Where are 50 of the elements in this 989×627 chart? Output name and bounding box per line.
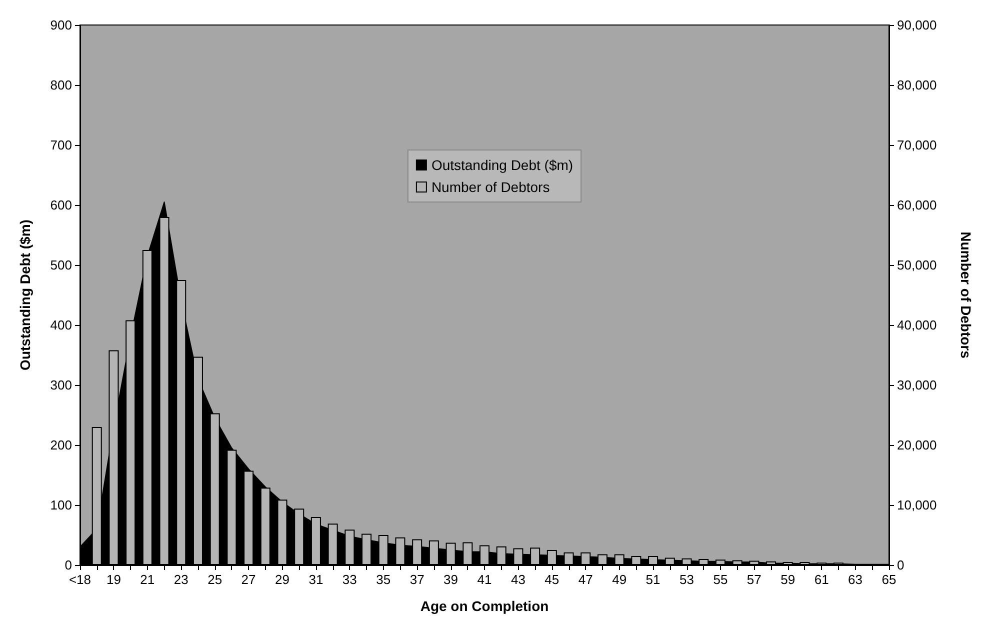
y2-axis-title: Number of Debtors bbox=[958, 232, 974, 359]
y2-tick-label: 20,000 bbox=[897, 438, 937, 452]
y-tick-label: 0 bbox=[64, 558, 72, 572]
y2-tick-label: 70,000 bbox=[897, 138, 937, 152]
x-tick-label: 31 bbox=[308, 572, 324, 587]
x-tick-label: 57 bbox=[746, 572, 762, 587]
x-tick-label: 39 bbox=[444, 572, 458, 587]
y2-tick-label: 90,000 bbox=[897, 18, 937, 32]
x-tick-label: 21 bbox=[140, 572, 155, 587]
x-tick-label: 45 bbox=[544, 572, 560, 587]
x-tick-label: 41 bbox=[477, 572, 492, 587]
y-tick-label: 500 bbox=[50, 258, 72, 272]
y-axis-title: Outstanding Debt ($m) bbox=[17, 220, 33, 370]
y2-tick-label: 0 bbox=[897, 558, 904, 572]
x-tick-label: 37 bbox=[410, 572, 424, 587]
x-axis-title: Age on Completion bbox=[420, 598, 549, 614]
x-tick-label: 19 bbox=[106, 572, 121, 587]
x-tick-label: 51 bbox=[646, 572, 660, 587]
x-tick-label: 63 bbox=[848, 572, 863, 587]
y-tick-label: 300 bbox=[50, 378, 72, 392]
y-tick-label: 400 bbox=[50, 318, 72, 332]
y2-tick-label: 30,000 bbox=[897, 378, 937, 392]
x-tick-label: <18 bbox=[68, 572, 92, 587]
y-tick-label: 800 bbox=[50, 78, 72, 92]
x-tick-label: 61 bbox=[814, 572, 829, 587]
x-tick-label: 35 bbox=[376, 572, 391, 587]
x-tick-label: 23 bbox=[174, 572, 188, 587]
y-tick-label: 100 bbox=[50, 498, 72, 512]
x-tick-label: 27 bbox=[241, 572, 256, 587]
y-tick-label: 700 bbox=[50, 138, 72, 152]
y2-tick-label: 40,000 bbox=[897, 318, 937, 332]
x-tick-label: 53 bbox=[680, 572, 694, 587]
y-tick-label: 200 bbox=[50, 438, 72, 452]
x-tick-label: 49 bbox=[612, 572, 627, 587]
x-tick-label: 33 bbox=[342, 572, 357, 587]
legend-label: Outstanding Debt ($m) bbox=[431, 157, 574, 173]
x-tick-label: 65 bbox=[882, 572, 896, 587]
y2-tick-label: 10,000 bbox=[897, 498, 937, 512]
legend-label: Number of Debtors bbox=[431, 179, 550, 195]
y2-tick-label: 50,000 bbox=[897, 258, 937, 272]
x-tick-label: 47 bbox=[578, 572, 593, 587]
y2-tick-label: 80,000 bbox=[897, 78, 937, 92]
x-tick-label: 59 bbox=[780, 572, 796, 587]
y2-tick-label: 60,000 bbox=[897, 198, 937, 212]
x-tick-label: 55 bbox=[713, 572, 728, 587]
y-tick-label: 900 bbox=[50, 18, 72, 32]
x-tick-label: 29 bbox=[275, 572, 290, 587]
y-tick-label: 600 bbox=[50, 198, 72, 212]
x-tick-label: 25 bbox=[208, 572, 222, 587]
x-tick-label: 43 bbox=[510, 572, 526, 587]
